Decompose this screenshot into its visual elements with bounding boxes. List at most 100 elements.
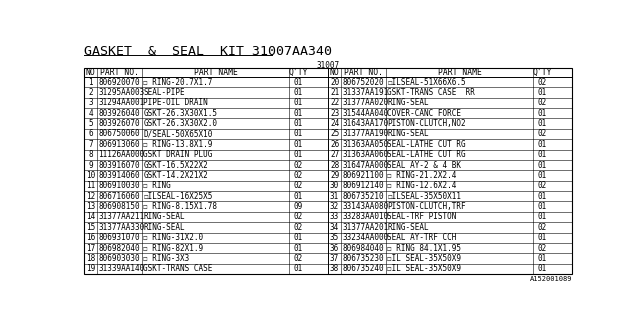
Text: 16: 16: [86, 233, 95, 242]
Text: 803916070: 803916070: [98, 161, 140, 170]
Text: 11: 11: [86, 181, 95, 190]
Text: 10: 10: [86, 171, 95, 180]
Text: 01: 01: [537, 171, 547, 180]
Text: 806716060: 806716060: [98, 192, 140, 201]
Text: 26: 26: [330, 140, 339, 149]
Text: 01: 01: [537, 88, 547, 97]
Text: 806908150: 806908150: [98, 202, 140, 211]
Text: GSKT-TRANS CASE  RR: GSKT-TRANS CASE RR: [387, 88, 475, 97]
Text: 23: 23: [330, 109, 339, 118]
Text: 01: 01: [537, 140, 547, 149]
Text: ☐ RING: ☐ RING: [143, 181, 171, 190]
Text: 806735210: 806735210: [342, 192, 384, 201]
Text: 01: 01: [293, 88, 302, 97]
Text: 27: 27: [330, 150, 339, 159]
Text: NO: NO: [330, 68, 339, 77]
Text: GSKT DRAIN PLUG: GSKT DRAIN PLUG: [143, 150, 212, 159]
Text: 17: 17: [86, 244, 95, 252]
Text: 806910030: 806910030: [98, 181, 140, 190]
Text: 01: 01: [293, 233, 302, 242]
Text: 01: 01: [537, 264, 547, 273]
Text: 02: 02: [293, 212, 302, 221]
Text: 806750060: 806750060: [98, 130, 140, 139]
Text: 01: 01: [537, 233, 547, 242]
Text: RING-SEAL: RING-SEAL: [143, 223, 185, 232]
Text: 31295AA003: 31295AA003: [98, 88, 145, 97]
Text: 806913060: 806913060: [98, 140, 140, 149]
Text: 803914060: 803914060: [98, 171, 140, 180]
Text: 01: 01: [537, 109, 547, 118]
Text: 33234AA000: 33234AA000: [342, 233, 388, 242]
Text: 02: 02: [293, 181, 302, 190]
Text: 36: 36: [330, 244, 339, 252]
Text: SEAL-PIPE: SEAL-PIPE: [143, 88, 185, 97]
Text: 13: 13: [86, 202, 95, 211]
Text: 31: 31: [330, 192, 339, 201]
Text: SEAL-TRF PISTON: SEAL-TRF PISTON: [387, 212, 457, 221]
Text: RING-SEAL: RING-SEAL: [143, 212, 185, 221]
Text: SEAL-LATHE CUT RG: SEAL-LATHE CUT RG: [387, 150, 466, 159]
Text: SEAL-LATHE CUT RG: SEAL-LATHE CUT RG: [387, 140, 466, 149]
Text: 31544AA040: 31544AA040: [342, 109, 388, 118]
Text: RING-SEAL: RING-SEAL: [387, 98, 429, 107]
Text: 806921100: 806921100: [342, 171, 384, 180]
Text: 38: 38: [330, 264, 339, 273]
Text: 9: 9: [88, 161, 93, 170]
Text: 5: 5: [88, 119, 93, 128]
Text: ☐ RING-82X1.9: ☐ RING-82X1.9: [143, 244, 204, 252]
Text: 18: 18: [86, 254, 95, 263]
Text: 31377AA330: 31377AA330: [98, 223, 145, 232]
Text: A152001089: A152001089: [530, 276, 572, 282]
Text: 31363AA060: 31363AA060: [342, 150, 388, 159]
Text: 34: 34: [330, 223, 339, 232]
Text: 15: 15: [86, 223, 95, 232]
Text: 02: 02: [537, 244, 547, 252]
Text: 803926070: 803926070: [98, 119, 140, 128]
Text: ☐ RING-20.7X1.7: ☐ RING-20.7X1.7: [143, 77, 212, 87]
Text: 01: 01: [293, 264, 302, 273]
Text: COVER-CANC FORCE: COVER-CANC FORCE: [387, 109, 461, 118]
Text: 31643AA170: 31643AA170: [342, 119, 388, 128]
Text: ☐ RING-31X2.0: ☐ RING-31X2.0: [143, 233, 204, 242]
Text: ☐ RING-12.6X2.4: ☐ RING-12.6X2.4: [387, 181, 457, 190]
Text: 20: 20: [330, 77, 339, 87]
Text: 37: 37: [330, 254, 339, 263]
Text: 31377AA201: 31377AA201: [342, 223, 388, 232]
Text: 31007: 31007: [316, 61, 340, 70]
Text: 01: 01: [537, 254, 547, 263]
Text: ☐ILSEAL-16X25X5: ☐ILSEAL-16X25X5: [143, 192, 212, 201]
Text: 806735240: 806735240: [342, 264, 384, 273]
Text: 01: 01: [293, 192, 302, 201]
Text: 31363AA050: 31363AA050: [342, 140, 388, 149]
Text: 01: 01: [537, 212, 547, 221]
Text: 4: 4: [88, 109, 93, 118]
Text: 09: 09: [293, 202, 302, 211]
Text: 11126AA000: 11126AA000: [98, 150, 145, 159]
Text: Q'TY: Q'TY: [532, 68, 552, 77]
Text: 01: 01: [293, 130, 302, 139]
Text: 1: 1: [88, 77, 93, 87]
Text: PISTON-CLUTCH,TRF: PISTON-CLUTCH,TRF: [387, 202, 466, 211]
Text: SEAL AY-2 & 4 BK: SEAL AY-2 & 4 BK: [387, 161, 461, 170]
Text: ☐ RING-21.2X2.4: ☐ RING-21.2X2.4: [387, 171, 457, 180]
Text: 806903030: 806903030: [98, 254, 140, 263]
Text: GSKT-TRANS CASE: GSKT-TRANS CASE: [143, 264, 212, 273]
Text: 02: 02: [537, 223, 547, 232]
Text: 806984040: 806984040: [342, 244, 384, 252]
Text: ☐ILSEAL-35X50X11: ☐ILSEAL-35X50X11: [387, 192, 461, 201]
Text: 2: 2: [88, 88, 93, 97]
Text: 01: 01: [537, 192, 547, 201]
Text: ☐ RING 84.1X1.95: ☐ RING 84.1X1.95: [387, 244, 461, 252]
Text: NO: NO: [86, 68, 95, 77]
Text: 01: 01: [537, 161, 547, 170]
Text: 02: 02: [293, 171, 302, 180]
Text: 14: 14: [86, 212, 95, 221]
Text: 33: 33: [330, 212, 339, 221]
Text: 33283AA010: 33283AA010: [342, 212, 388, 221]
Text: PART NO.: PART NO.: [344, 68, 383, 77]
Text: GSKT-26.3X30X1.5: GSKT-26.3X30X1.5: [143, 109, 217, 118]
Text: 01: 01: [537, 150, 547, 159]
Text: GSKT-14.2X21X2: GSKT-14.2X21X2: [143, 171, 208, 180]
Text: GSKT-16.5X22X2: GSKT-16.5X22X2: [143, 161, 208, 170]
Text: 01: 01: [293, 98, 302, 107]
